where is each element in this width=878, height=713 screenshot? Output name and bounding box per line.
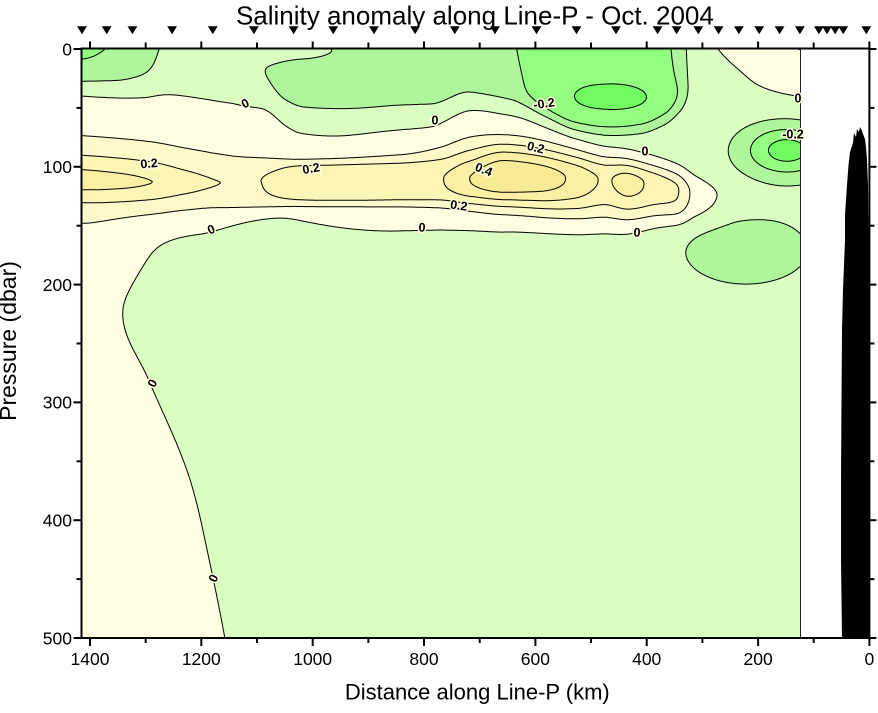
svg-text:Pressure (dbar): Pressure (dbar) bbox=[0, 261, 21, 421]
svg-text:400: 400 bbox=[43, 511, 72, 531]
svg-text:0.2: 0.2 bbox=[140, 156, 159, 171]
svg-text:Salinity anomaly along Line-P: Salinity anomaly along Line-P - Oct. 200… bbox=[236, 1, 714, 31]
svg-text:400: 400 bbox=[632, 649, 661, 669]
svg-text:-0.2: -0.2 bbox=[532, 95, 555, 112]
svg-text:0: 0 bbox=[418, 220, 426, 234]
svg-text:0: 0 bbox=[865, 649, 875, 669]
svg-text:200: 200 bbox=[743, 649, 772, 669]
svg-text:Distance along Line-P (km): Distance along Line-P (km) bbox=[345, 680, 610, 705]
svg-text:0: 0 bbox=[633, 225, 641, 239]
svg-text:0.2: 0.2 bbox=[526, 139, 546, 157]
svg-text:100: 100 bbox=[43, 157, 72, 177]
svg-text:1400: 1400 bbox=[71, 649, 110, 669]
svg-text:200: 200 bbox=[43, 275, 72, 295]
svg-text:0.2: 0.2 bbox=[301, 160, 321, 177]
svg-text:0: 0 bbox=[642, 145, 649, 159]
svg-text:600: 600 bbox=[521, 649, 550, 669]
svg-text:800: 800 bbox=[409, 649, 438, 669]
svg-text:0: 0 bbox=[62, 39, 72, 59]
svg-text:300: 300 bbox=[43, 393, 72, 413]
svg-text:1200: 1200 bbox=[182, 649, 221, 669]
svg-text:1000: 1000 bbox=[293, 649, 332, 669]
svg-text:0: 0 bbox=[432, 114, 439, 128]
svg-text:0.2: 0.2 bbox=[449, 198, 468, 214]
svg-text:-0.2: -0.2 bbox=[782, 128, 804, 142]
svg-text:500: 500 bbox=[43, 628, 72, 648]
svg-text:0: 0 bbox=[795, 92, 802, 106]
